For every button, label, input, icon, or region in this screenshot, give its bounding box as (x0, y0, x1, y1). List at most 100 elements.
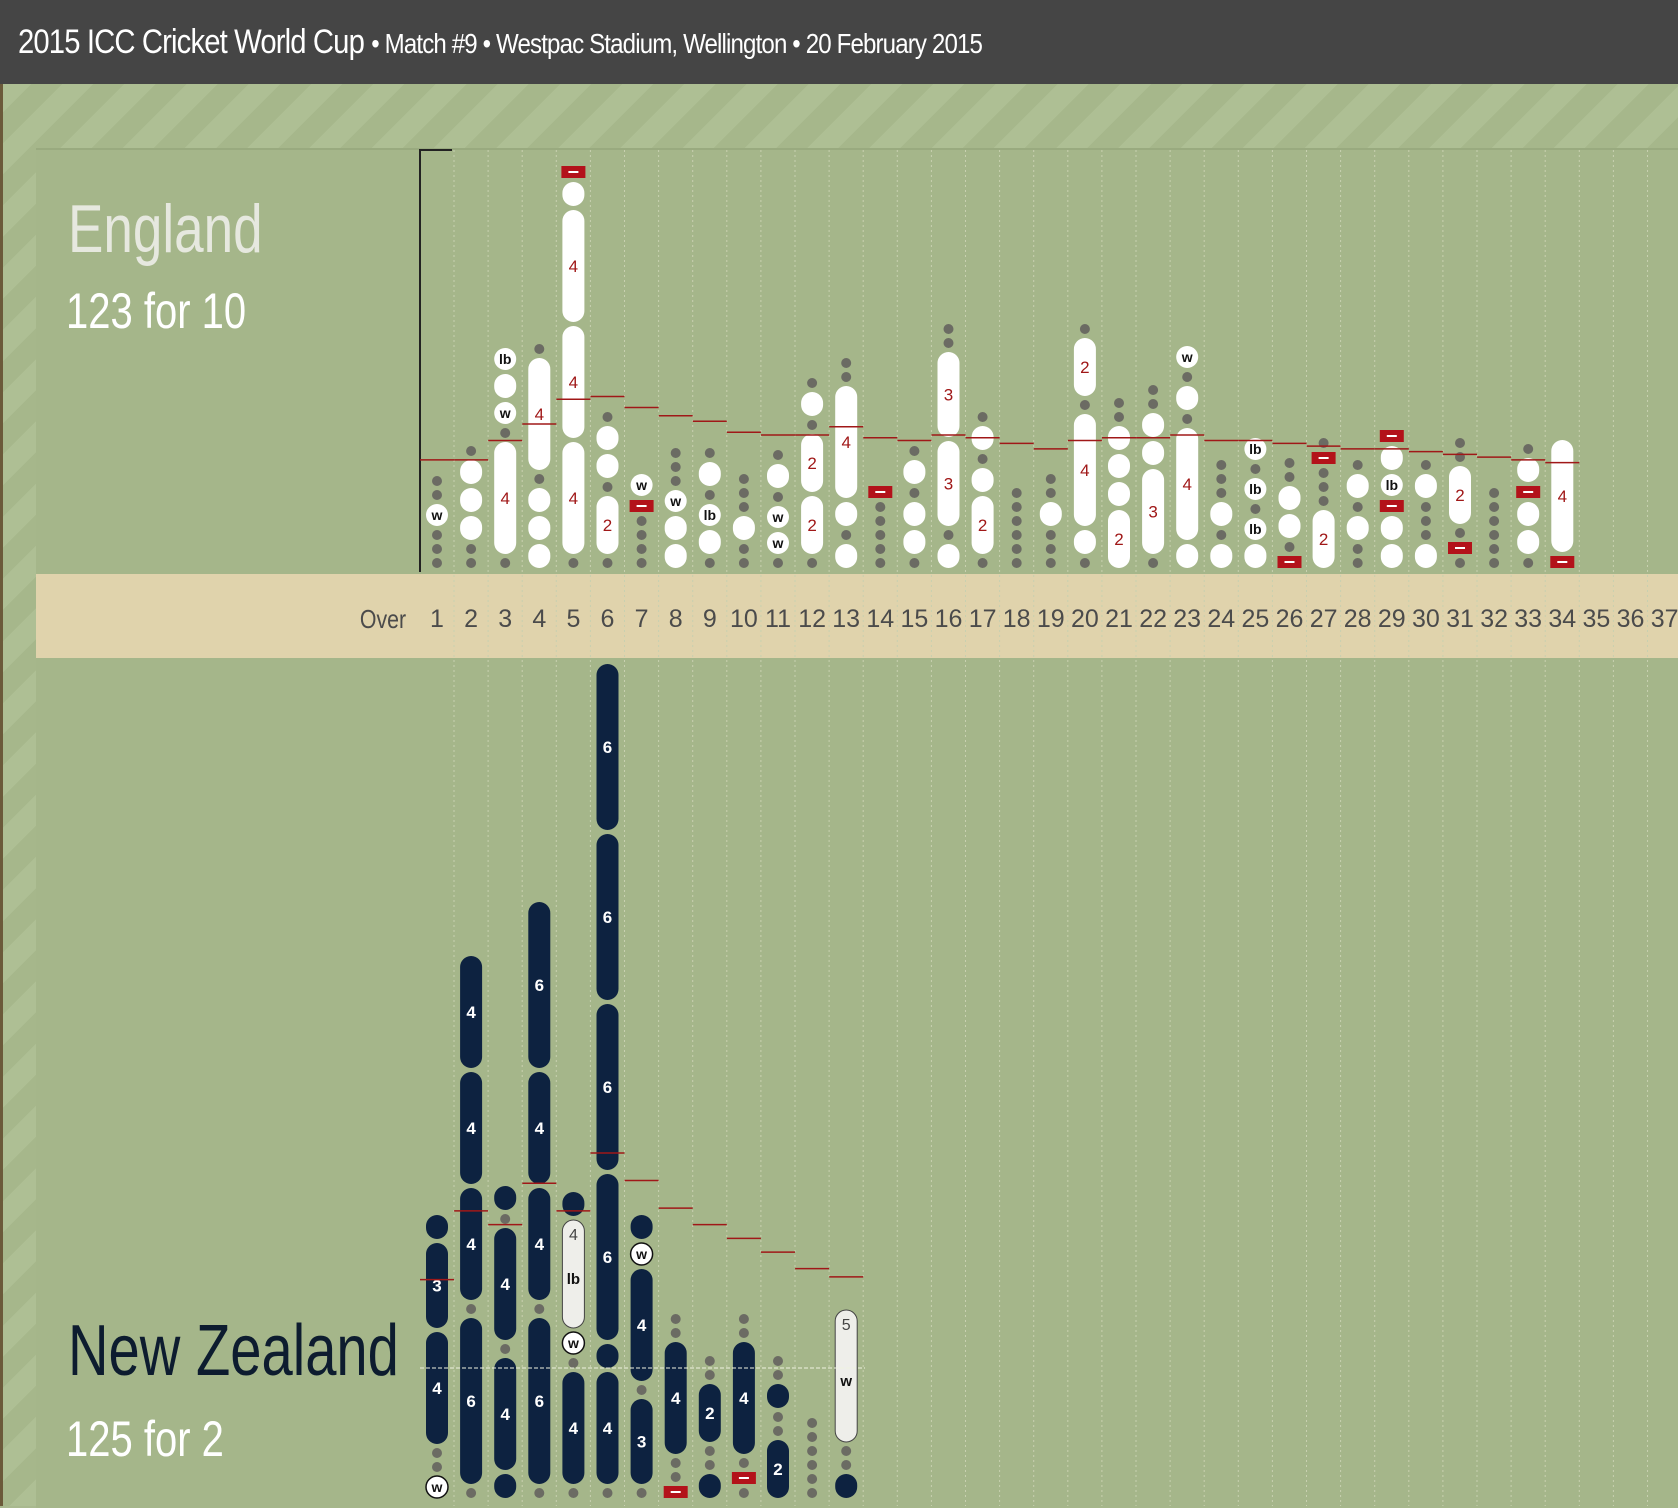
ball-label: w (567, 1335, 579, 1351)
dot-ball (704, 558, 715, 568)
dot-ball (807, 1432, 818, 1442)
over-tick-label: 6 (601, 605, 615, 633)
ball-label: w (635, 477, 647, 493)
dot-ball (1182, 372, 1193, 382)
dot-ball (1420, 516, 1431, 526)
dot-ball (875, 558, 886, 568)
title-subtitle: • Match #9 • Westpac Stadium, Wellington… (371, 27, 983, 59)
run-ball (1176, 544, 1199, 568)
dot-ball (636, 516, 647, 526)
run-ball (1278, 486, 1301, 510)
run-ball (1414, 544, 1437, 568)
dot-ball (1114, 398, 1124, 408)
wicket-ball (1244, 518, 1267, 540)
dot-ball (1250, 464, 1261, 474)
run-ball (1517, 530, 1540, 554)
dot-ball (1455, 438, 1465, 448)
nz-team-name: New Zealand (68, 1311, 399, 1391)
wicket-ball (494, 402, 517, 424)
england-score: 123 for 10 (66, 283, 247, 339)
run-ball (562, 442, 585, 554)
ball-label: 4 (466, 1119, 476, 1138)
run-ball (903, 460, 926, 484)
run-ball (1346, 516, 1369, 540)
run-ball (767, 464, 789, 488)
dot-ball (875, 530, 886, 540)
run-ball (698, 1474, 721, 1498)
run-ball (1210, 544, 1233, 568)
extra-marker-dash (1318, 457, 1329, 459)
run-ball (1517, 502, 1540, 526)
dot-ball (1455, 528, 1465, 538)
dot-ball (636, 558, 647, 568)
run-ball (528, 358, 551, 470)
ball-label: 4 (739, 1389, 749, 1408)
run-ball (528, 902, 551, 1068)
extra-marker-dash (738, 1477, 749, 1479)
dot-ball (841, 1446, 852, 1456)
dot-ball (1489, 516, 1500, 526)
dot-ball (1011, 488, 1022, 498)
dot-ball (1489, 544, 1500, 554)
ball-label: 2 (603, 516, 612, 535)
run-ball (1380, 446, 1403, 470)
run-ball (1380, 516, 1403, 540)
run-ball (562, 1372, 585, 1484)
dot-ball (977, 412, 988, 422)
dot-ball (773, 1426, 783, 1436)
ball-label: 4 (1558, 487, 1567, 506)
ball-label: w (772, 509, 784, 525)
ball-label: lb (704, 507, 716, 523)
dot-ball (807, 1460, 818, 1470)
ball-label: lb (567, 1271, 580, 1288)
ball-label: w (1181, 349, 1193, 365)
england-axis (419, 149, 452, 572)
ball-label: 3 (432, 1277, 441, 1296)
run-ball (1073, 414, 1096, 526)
dot-ball (773, 1356, 783, 1366)
ball-label: 4 (466, 1235, 476, 1254)
run-ball (1449, 466, 1471, 524)
over-tick-label: 10 (730, 605, 758, 633)
dot-ball (1318, 496, 1329, 506)
dot-ball (432, 1462, 442, 1472)
dot-ball (807, 378, 818, 388)
over-tick-label: 23 (1173, 605, 1201, 633)
over-tick-label: 34 (1548, 605, 1576, 633)
dot-ball (466, 1488, 477, 1498)
chart-panel (36, 148, 1678, 1508)
over-tick-label: 33 (1514, 605, 1542, 633)
dot-ball (1182, 414, 1193, 424)
over-tick-label: 28 (1344, 605, 1372, 633)
dot-ball (466, 446, 477, 456)
dot-ball (432, 558, 442, 568)
dot-ball (466, 1304, 477, 1314)
dot-ball (943, 338, 954, 348)
left-edge (0, 84, 3, 1506)
dot-ball (1250, 504, 1261, 514)
dot-ball (1284, 542, 1295, 552)
dot-ball (602, 558, 613, 568)
run-ball (1108, 510, 1130, 568)
dot-ball (807, 1488, 818, 1498)
extra-marker-dash (670, 1491, 681, 1493)
ball-label: 2 (807, 454, 816, 473)
dot-ball (568, 558, 579, 568)
dot-ball (875, 544, 886, 554)
run-ball (596, 1372, 619, 1484)
dot-ball (670, 1458, 681, 1468)
extra-marker-dash (1386, 505, 1397, 507)
dot-ball (704, 1370, 715, 1380)
wicket-ball (561, 1331, 586, 1355)
ball-label: w (431, 1479, 443, 1495)
dot-ball (738, 1328, 749, 1338)
dot-ball (534, 474, 545, 484)
run-ball (698, 530, 721, 554)
run-ball (1414, 474, 1437, 498)
dot-ball (1523, 444, 1534, 454)
dot-ball (1216, 488, 1227, 498)
dot-ball (1011, 558, 1022, 568)
ball-label: 4 (500, 1405, 510, 1424)
extra-marker-dash (1386, 435, 1397, 437)
dot-ball (909, 446, 920, 456)
